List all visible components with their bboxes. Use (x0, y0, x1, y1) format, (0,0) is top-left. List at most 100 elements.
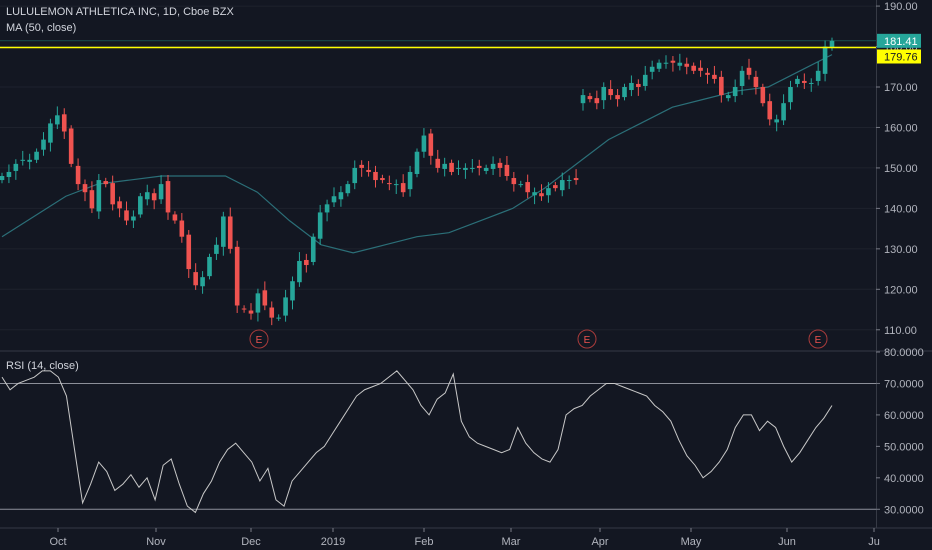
candle-body (82, 184, 88, 193)
candle-body (670, 60, 676, 63)
earnings-marker-circle (808, 329, 828, 349)
candle-body (463, 167, 468, 170)
candle-body (13, 163, 19, 171)
earnings-marker-circle (577, 329, 597, 349)
candle-body (456, 167, 461, 169)
price-tick-label: 170.00 (884, 82, 918, 94)
candle-body (802, 80, 807, 83)
candle-body (290, 281, 295, 301)
candle-body (103, 181, 109, 185)
last-price-badge-text: 181.41 (884, 36, 918, 48)
time-tick-label: Mar (502, 536, 521, 548)
candle-body (186, 234, 192, 270)
candle-body (656, 62, 662, 69)
candle-body (677, 62, 683, 66)
candle-body (179, 220, 185, 237)
candle-body (705, 72, 710, 75)
candle-body (815, 70, 821, 81)
hline-price-badge: 179.76 (877, 49, 921, 64)
candle-body (400, 183, 406, 193)
candle-body (442, 163, 447, 169)
time-tick-label: 2019 (321, 536, 345, 548)
candle-body (497, 162, 503, 168)
candle-body (518, 184, 524, 186)
candle-body (96, 180, 102, 212)
candle-body (712, 74, 717, 79)
candles-layer (0, 37, 835, 326)
candle-body (470, 167, 475, 169)
candle-body (172, 214, 178, 221)
price-tick-label: 150.00 (884, 163, 918, 175)
candle-body (276, 317, 281, 319)
candle-body (559, 180, 565, 191)
candle-body (795, 78, 800, 84)
price-tick-label: 160.00 (884, 122, 918, 134)
rsi-legend: RSI (14, close) (6, 360, 79, 372)
candle-body (41, 139, 46, 150)
candle-body (511, 178, 517, 185)
candle-body (283, 297, 288, 316)
candle-body (587, 96, 593, 100)
candle-body (753, 76, 759, 87)
candle-body (615, 95, 620, 100)
price-tick-label: 190.00 (884, 1, 918, 13)
candle-body (483, 167, 489, 171)
candle-body (594, 98, 600, 104)
candle-body (719, 76, 724, 96)
candle-body (642, 74, 648, 86)
candle-body (20, 159, 26, 161)
price-tick-label: 140.00 (884, 203, 918, 215)
candle-body (663, 62, 669, 64)
candle-body (117, 201, 122, 209)
candle-body (352, 167, 358, 184)
rsi-tick-label: 60.0000 (884, 410, 924, 422)
candle-body (304, 259, 309, 266)
time-tick-label: Jun (778, 536, 796, 548)
ma-line (1, 54, 833, 254)
candle-body (68, 128, 74, 164)
ma-layer (1, 54, 833, 254)
candle-body (622, 86, 627, 98)
candle-body (553, 185, 558, 189)
rsi-tick-label: 40.0000 (884, 473, 924, 485)
earnings-marker: E (808, 329, 828, 349)
candle-body (138, 196, 143, 215)
candle-body (380, 178, 385, 181)
candle-body (110, 183, 115, 205)
rsi-line (1, 370, 833, 514)
candle-body (207, 256, 212, 277)
candle-body (373, 171, 378, 181)
candle-body (61, 114, 67, 132)
candle-body (822, 46, 828, 74)
candle-body (193, 272, 198, 286)
candle-body (144, 192, 150, 200)
time-tick-label: May (681, 536, 702, 548)
candle-body (435, 158, 441, 168)
candle-body (248, 310, 254, 314)
candle-body (649, 66, 655, 72)
candle-body (532, 192, 537, 196)
rsi-tick-label: 30.0000 (884, 504, 924, 516)
candle-body (255, 293, 261, 313)
candle-body (691, 65, 696, 71)
candle-body (781, 103, 786, 121)
candle-body (331, 196, 337, 203)
time-tick-label: Feb (415, 536, 434, 548)
rsi-tick-label: 70.0000 (884, 378, 924, 390)
candle-body (297, 260, 302, 283)
candle-body (262, 290, 268, 306)
candle-body (774, 119, 779, 123)
candle-body (324, 204, 330, 213)
candle-body (124, 210, 129, 221)
candle-body (345, 184, 351, 194)
hline-price-badge-text: 179.76 (884, 52, 918, 64)
candle-body (366, 169, 371, 172)
candle-body (421, 135, 427, 152)
earnings-marker: E (577, 329, 597, 349)
last-price-badge-bg (877, 33, 921, 48)
candle-body (317, 212, 323, 239)
earnings-marker-label: E (584, 335, 591, 346)
candle-body (525, 182, 530, 193)
candle-body (725, 95, 731, 99)
